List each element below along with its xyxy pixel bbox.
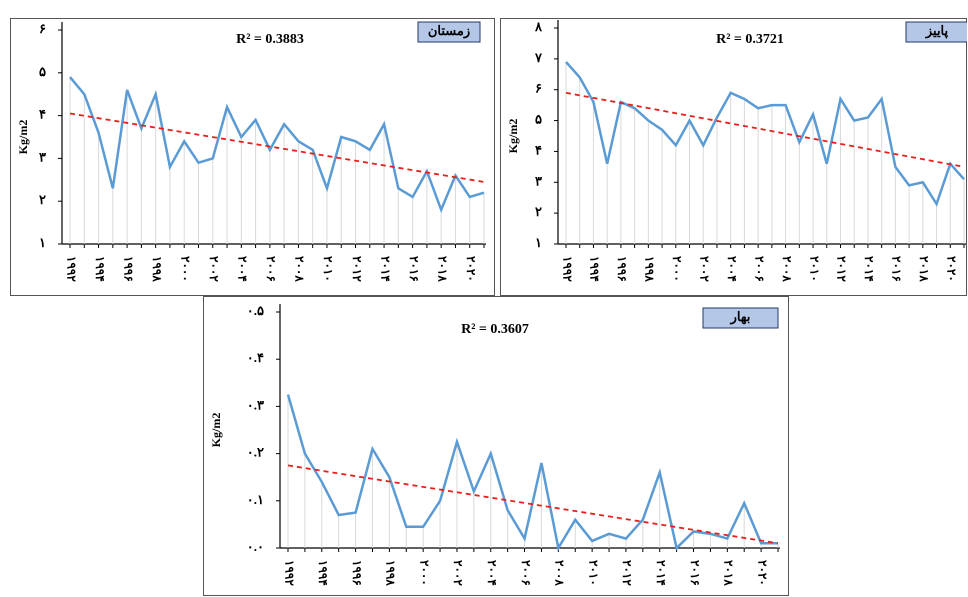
x-tick-label: ۲۰۰۴ [236,256,250,282]
x-tick-label: ۲۰۲۰ [945,256,959,282]
panel-border [10,18,495,296]
x-tick-label: ۲۰۱۸ [722,560,736,586]
x-tick-label: ۲۰۱۶ [407,256,421,282]
x-tick-label: ۲۰۱۸ [917,256,931,282]
x-tick-label: ۲۰۱۸ [435,256,449,282]
trend-line [565,91,965,168]
x-tick-label: ۲۰۰۸ [293,256,307,282]
y-tick-label: ۰.۵ [247,303,264,318]
y-tick-label: ۸ [534,19,543,34]
x-tick-label: ۲۰۰۰ [417,560,431,586]
x-tick-label: ۲۰۱۲ [620,560,634,586]
chart-panel: ۱ ۲ ۳ ۴ ۵ ۶ ۷ ۸ Kg/m2 ۱۹۹۲ ۱۹۹۴ ۱۹۹۶ ۱۹۹۸ ۲۰۰۰ ۲۰۰۲ ۲۰۰… [500,18,967,296]
r-squared: R² = 0.3883 [236,32,304,47]
x-tick-label: ۲۰۱۰ [586,560,600,586]
data-line [69,76,485,214]
x-tick-label: ۲۰۱۲ [350,256,364,282]
x-tick-label: ۲۰۱۴ [654,560,668,586]
y-tick-label: ۶ [39,21,46,36]
data-line [565,61,965,207]
y-tick-label: ۰.۴ [247,350,264,365]
x-tick-label: ۲۰۰۸ [780,256,794,282]
y-tick-label: ۰.۱ [247,492,264,507]
season-box [905,21,967,43]
y-tick-label: ۰.۰ [247,539,264,554]
x-tick-label: ۲۰۰۰ [178,256,192,282]
y-tick-label: ۵ [535,112,542,127]
y-tick-label: ۲ [39,192,46,207]
x-tick-label: ۱۹۹۲ [64,256,78,282]
x-tick-label: ۲۰۰۲ [697,256,711,282]
x-tick-label: ۲۰۲۰ [755,560,769,586]
season-label: بهار [730,309,751,325]
x-tick-label: ۲۰۱۰ [807,256,821,282]
y-axis-label: Kg/m2 [209,413,223,448]
trend-line [287,464,779,545]
y-tick-label: ۴ [39,107,46,122]
chart-panel: ۰.۰ ۰.۱ ۰.۲ ۰.۳ ۰.۴ ۰.۵ Kg/m2 ۱۹۹۲ ۱۹۹۴ ۱۹۹۶ ۱۹۹۸ ۲… [203,296,789,596]
x-tick-label: ۲۰۲۰ [464,256,478,282]
y-tick-label: ۷ [534,50,543,65]
x-tick-label: ۱۹۹۸ [384,560,398,586]
x-tick-label: ۲۰۰۰ [670,256,684,282]
x-tick-label: ۱۹۹۶ [615,256,629,282]
season-box [702,307,779,329]
x-tick-label: ۲۰۱۶ [890,256,904,282]
r-squared: R² = 0.3607 [461,322,529,337]
data-line [286,394,778,552]
y-tick-label: ۳ [535,173,542,188]
x-tick-label: ۲۰۱۴ [862,256,876,282]
x-tick-label: ۲۰۱۰ [321,256,335,282]
x-tick-label: ۲۰۰۸ [553,560,567,586]
x-tick-label: ۲۰۰۶ [264,256,278,282]
x-tick-label: ۲۰۱۶ [688,560,702,586]
y-tick-label: ۴ [535,142,542,157]
y-tick-label: ۲ [535,204,542,219]
y-axis-label: Kg/m2 [16,120,30,155]
y-tick-label: ۰.۲ [247,445,264,460]
y-tick-label: ۶ [535,81,542,96]
x-tick-label: ۲۰۰۲ [207,256,221,282]
r-squared: R² = 0.3721 [716,32,784,47]
x-tick-label: ۲۰۱۴ [378,256,392,282]
x-tick-label: ۱۹۹۶ [350,560,364,586]
y-tick-label: ۱ [535,235,542,250]
y-tick-label: ۵ [39,64,46,79]
panel-border [500,18,967,296]
x-tick-label: ۱۹۹۸ [150,256,164,282]
x-tick-label: ۱۹۹۴ [588,256,602,282]
season-label: زمستان [428,23,470,39]
panel-border [203,296,789,596]
x-tick-label: ۱۹۹۶ [121,256,135,282]
y-axis-label: Kg/m2 [506,119,520,154]
x-tick-label: ۱۹۹۲ [560,256,574,282]
trend-line [69,112,485,183]
y-tick-label: ۰.۳ [247,397,264,412]
x-tick-label: ۱۹۹۸ [643,256,657,282]
x-tick-label: ۲۰۰۲ [451,560,465,586]
x-tick-label: ۱۹۹۴ [316,560,330,586]
x-tick-label: ۲۰۰۶ [752,256,766,282]
season-label: پاییز [925,23,949,39]
y-tick-label: ۱ [39,235,46,250]
x-tick-label: ۱۹۹۲ [282,560,296,586]
x-tick-label: ۲۰۰۶ [519,560,533,586]
season-box [417,21,481,43]
x-tick-label: ۲۰۰۴ [725,256,739,282]
x-tick-label: ۲۰۱۲ [835,256,849,282]
chart-panel: ۱ ۲ ۳ ۴ ۵ ۶ Kg/m2 ۱۹۹۲ ۱۹۹۴ ۱۹۹۶ ۱۹۹۸ ۲۰۰۰ ۲۰۰۲ ۲۰۰۴ ۲… [10,18,495,296]
y-tick-label: ۳ [39,149,46,164]
x-tick-label: ۲۰۰۴ [485,560,499,586]
x-tick-label: ۱۹۹۴ [93,256,107,282]
